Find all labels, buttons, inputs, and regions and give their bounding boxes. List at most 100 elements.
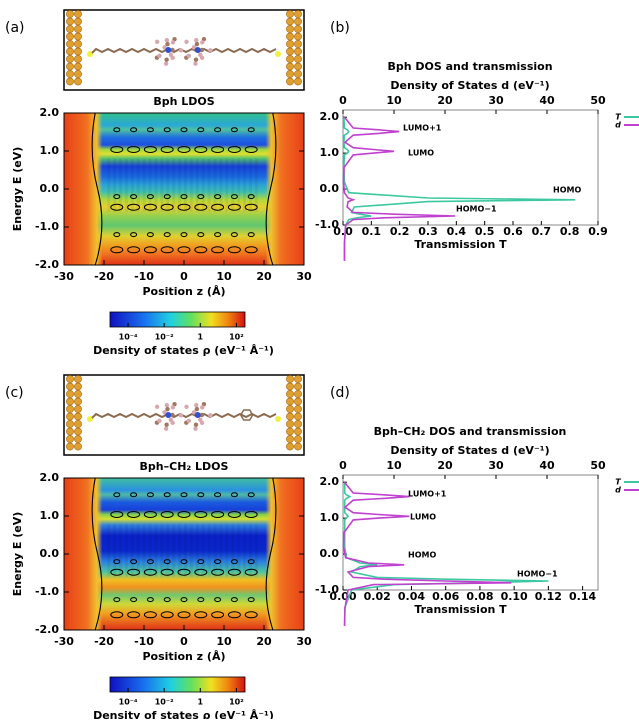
electrode-atom [286,390,293,397]
y-tick-label: 0.0 [320,182,340,195]
molecule-atom [165,42,169,46]
electrode-atom [286,70,293,77]
ldos-stripe [196,524,199,577]
colorbar-tick-label: 10⁻² [155,698,174,707]
x2-tick-label: 40 [539,94,555,107]
x-tick-label: 0.6 [503,225,523,238]
x2-tick-label: 50 [590,94,606,107]
electrode-atom [294,443,301,450]
annotation: HOMO [408,551,436,560]
electrode-atom [294,10,301,17]
electrode-atom [294,78,301,85]
electrode-atom [74,18,81,25]
x-axis-label: Position z (Å) [143,285,226,298]
ldos-stripe [107,159,110,212]
ldos-stripe [255,524,258,577]
x2-tick-label: 0 [339,94,347,107]
x-tick-label: 0 [180,270,188,283]
x-axis-label: Position z (Å) [143,650,226,663]
ldos-stripe [190,159,193,212]
ldos-stripe [178,524,181,577]
electrode-atom [66,383,73,390]
y-axis-label: Energy E (eV) [11,512,24,596]
colorbar-tick-label: 1 [197,698,203,707]
plot-frame [343,475,598,590]
molecule-atom [193,61,197,65]
y-tick-label: 0.0 [320,547,340,560]
molecule-atom [187,54,191,58]
y-tick-label: 2.0 [40,471,60,484]
electrode-atom [294,413,301,420]
x-axis-label: Transmission T [414,603,507,616]
ldos-stripe [172,524,175,577]
colorbar-tick-label: 10² [229,333,244,342]
x-tick-label: 0.10 [501,590,528,603]
x-tick-label: -10 [134,635,154,648]
ldos-stripe [190,524,193,577]
figure: (a)Bph LDOS2.01.00.0-1.0-2.0-30-20-10010… [0,0,639,719]
x-tick-label: 0.04 [398,590,425,603]
ldos-edge [64,478,102,630]
x2-tick-label: 20 [437,459,453,472]
molecule-atom [193,426,197,430]
electrode-atom [66,10,73,17]
nitrogen-atom [195,412,201,418]
ldos-stripe [196,159,199,212]
y-tick-label: 1.0 [320,146,340,159]
electrode-atom [294,390,301,397]
molecule-atom [169,418,173,422]
x-tick-label: 10 [216,635,232,648]
legend-label: d [615,121,621,130]
colorbar-tick-label: 10² [229,698,244,707]
electrode-atom [286,375,293,382]
electrode-atom [74,383,81,390]
x-tick-label: 10 [216,270,232,283]
electrode-atom [286,33,293,40]
ldos-stripe [160,159,163,212]
electrode-atom [294,55,301,62]
y-tick-label: 0.0 [40,547,60,560]
x-tick-label: -10 [134,270,154,283]
electrode-atom [286,18,293,25]
colorbar [110,677,245,692]
electrode-atom [74,63,81,70]
electrode-atom [66,390,73,397]
ldos-stripe [208,524,211,577]
electrode-atom [66,435,73,442]
y-tick-label: 0.0 [40,182,60,195]
panel-label: (c) [5,385,24,401]
electrode-atom [294,25,301,32]
x-tick-label: 0.1 [362,225,382,238]
x2-tick-label: 0 [339,459,347,472]
electrode-atom [286,443,293,450]
x2-tick-label: 30 [488,459,504,472]
y-tick-label: 2.0 [320,475,340,488]
molecule-atom [157,419,161,423]
ldos-stripe [255,159,258,212]
page: (a)Bph LDOS2.01.00.0-1.0-2.0-30-20-10010… [0,0,639,723]
electrode-atom [66,33,73,40]
x2-tick-label: 20 [437,94,453,107]
y-tick-label: 1.0 [40,144,60,157]
nitrogen-atom [165,412,171,418]
molecule-atom [164,426,168,430]
molecule-atom [184,405,188,409]
molecule-atom [171,40,175,44]
x-tick-label: 0.5 [475,225,495,238]
annotation: LUMO+1 [408,490,447,499]
electrode-atom [74,48,81,55]
x-tick-label: 0 [180,635,188,648]
molecule-atom [179,48,183,52]
molecule-atom [184,40,188,44]
ldos-edge [266,478,304,630]
sulfur-atom [275,51,281,57]
molecule-atom [195,407,199,411]
ldos-stripe [178,159,181,212]
molecule-atom [164,422,168,426]
molecule-atom [194,403,198,407]
electrode-atom [74,435,81,442]
electrode-atom [294,375,301,382]
electrode-atom [294,40,301,47]
electrode-atom [66,70,73,77]
x-tick-label: 0.02 [364,590,391,603]
